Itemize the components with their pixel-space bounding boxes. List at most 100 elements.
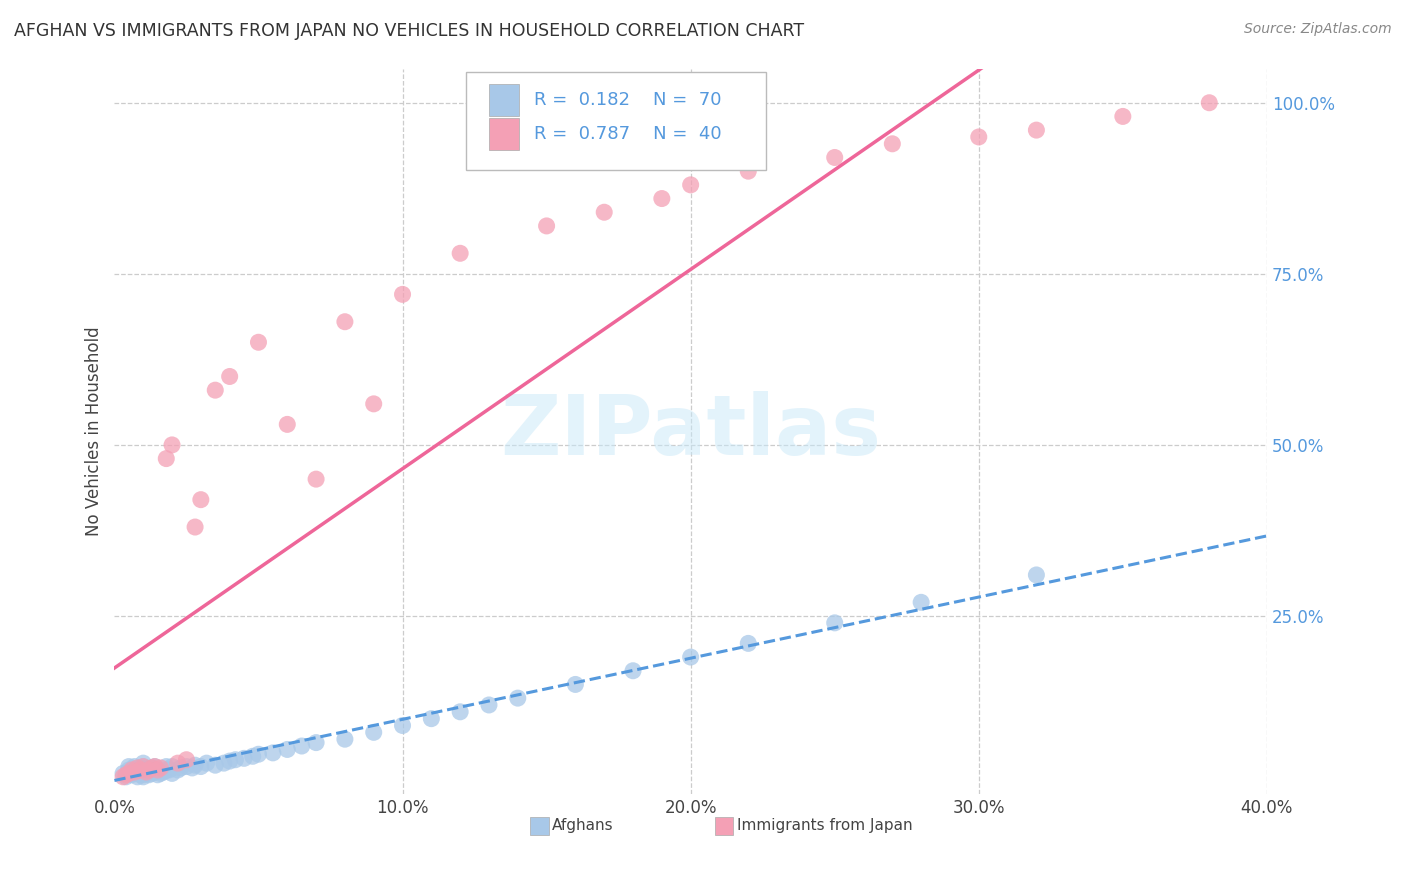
Point [115,768,138,782]
Point [1025,123,1047,137]
Point [166,763,188,777]
Point [195,756,218,771]
Point [176,753,198,767]
Point [967,130,990,145]
Point [391,718,413,732]
Point [247,747,270,762]
Point [124,763,146,777]
Point [129,763,152,777]
Point [204,383,226,397]
Point [112,770,135,784]
Point [276,417,298,432]
Point [143,759,166,773]
Point [242,749,264,764]
Point [824,615,846,630]
Point [1198,95,1220,110]
Point [233,751,256,765]
Point [118,766,141,780]
Point [190,759,212,773]
Point [363,397,385,411]
Point [127,766,149,780]
Point [564,677,586,691]
Point [218,754,240,768]
Text: Source: ZipAtlas.com: Source: ZipAtlas.com [1244,22,1392,37]
Point [262,746,284,760]
Point [478,698,501,712]
FancyBboxPatch shape [489,118,519,150]
FancyBboxPatch shape [530,817,548,835]
Point [737,164,759,178]
Point [132,768,155,782]
Point [593,205,616,219]
Point [115,770,138,784]
Point [157,763,180,777]
Text: Immigrants from Japan: Immigrants from Japan [737,818,912,833]
Point [141,761,163,775]
Point [149,761,172,775]
Point [305,736,328,750]
Point [333,732,356,747]
Point [155,763,177,777]
Point [143,759,166,773]
Point [132,766,155,780]
Point [166,756,188,771]
Point [138,765,160,780]
Point [132,759,155,773]
Y-axis label: No Vehicles in Household: No Vehicles in Household [86,326,103,536]
Point [146,763,169,777]
Point [305,472,328,486]
Point [181,761,204,775]
FancyBboxPatch shape [714,817,734,835]
Point [129,765,152,780]
Point [135,766,157,780]
Point [112,766,135,780]
Point [190,492,212,507]
Point [132,756,155,771]
Point [135,765,157,780]
Point [146,763,169,777]
Text: Afghans: Afghans [553,818,614,833]
Point [138,763,160,777]
Point [420,712,443,726]
Point [132,759,155,773]
Point [160,438,183,452]
Point [621,664,644,678]
Point [149,766,172,780]
Point [132,763,155,777]
Point [449,246,471,260]
Point [135,763,157,777]
Point [218,369,240,384]
Point [651,192,673,206]
Point [127,770,149,784]
Point [152,765,174,780]
Point [170,761,193,775]
Point [121,768,143,782]
Text: R =  0.182    N =  70: R = 0.182 N = 70 [534,91,721,109]
Point [143,765,166,780]
Point [212,756,235,771]
Point [363,725,385,739]
FancyBboxPatch shape [465,72,765,170]
Text: AFGHAN VS IMMIGRANTS FROM JAPAN NO VEHICLES IN HOUSEHOLD CORRELATION CHART: AFGHAN VS IMMIGRANTS FROM JAPAN NO VEHIC… [14,22,804,40]
Text: R =  0.787    N =  40: R = 0.787 N = 40 [534,125,721,143]
Point [160,759,183,773]
Point [204,758,226,772]
Point [124,766,146,780]
Point [127,763,149,777]
Point [679,178,702,192]
Point [536,219,558,233]
Text: ZIPatlas: ZIPatlas [501,391,882,472]
Point [184,758,207,772]
Point [138,768,160,782]
Point [824,151,846,165]
Point [127,761,149,775]
Point [129,768,152,782]
Point [121,763,143,777]
Point [129,761,152,775]
Point [160,766,183,780]
Point [276,742,298,756]
Point [679,650,702,665]
Point [141,766,163,780]
Point [155,451,177,466]
Point [124,759,146,773]
